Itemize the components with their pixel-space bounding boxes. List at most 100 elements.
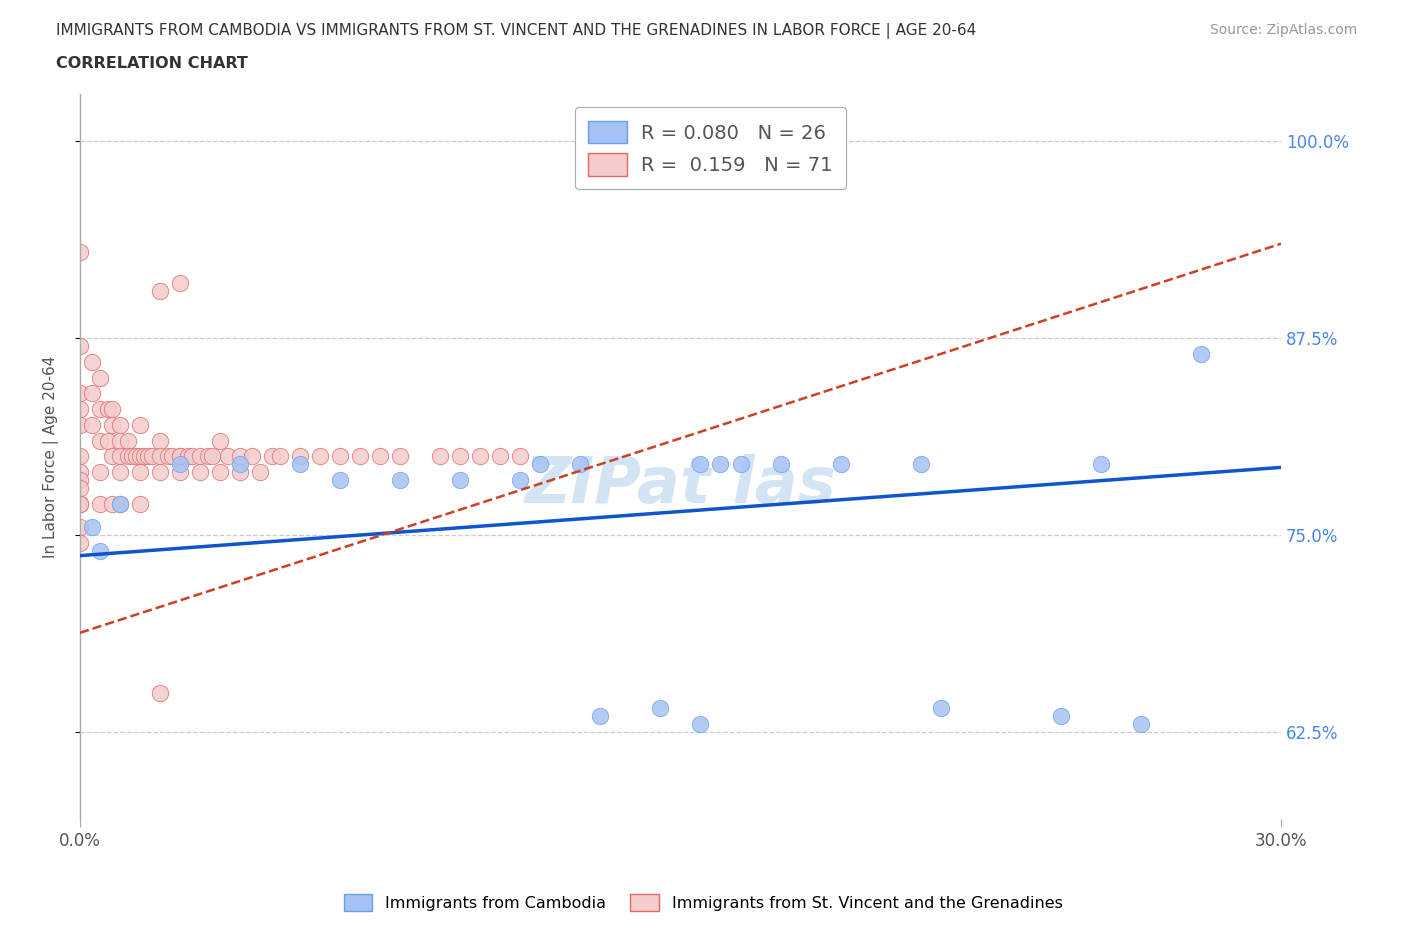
Point	[129, 497, 152, 512]
Point	[97, 402, 120, 417]
Point	[69, 497, 91, 512]
Point	[389, 449, 412, 464]
Point	[169, 449, 191, 464]
Point	[108, 497, 131, 512]
Legend: R = 0.080   N = 26, R =  0.159   N = 71: R = 0.080 N = 26, R = 0.159 N = 71	[575, 107, 846, 190]
Point	[177, 449, 200, 464]
Point	[288, 457, 311, 472]
Point	[650, 701, 672, 716]
Point	[188, 449, 211, 464]
Point	[689, 717, 711, 732]
Point	[489, 449, 512, 464]
Point	[329, 449, 352, 464]
Point	[69, 481, 91, 496]
Point	[217, 449, 239, 464]
Point	[209, 465, 232, 480]
Point	[69, 472, 91, 487]
Point	[108, 449, 131, 464]
Point	[117, 449, 139, 464]
Point	[125, 449, 148, 464]
Point	[309, 449, 332, 464]
Point	[108, 418, 131, 432]
Point	[181, 449, 204, 464]
Y-axis label: In Labor Force | Age 20-64: In Labor Force | Age 20-64	[44, 355, 59, 558]
Point	[121, 449, 143, 464]
Point	[209, 433, 232, 448]
Text: ZIPat las: ZIPat las	[524, 455, 837, 516]
Point	[1090, 457, 1112, 472]
Point	[449, 449, 471, 464]
Point	[89, 465, 111, 480]
Point	[89, 497, 111, 512]
Point	[262, 449, 284, 464]
Point	[80, 520, 103, 535]
Point	[69, 465, 91, 480]
Point	[169, 449, 191, 464]
Point	[288, 449, 311, 464]
Point	[229, 465, 252, 480]
Text: Source: ZipAtlas.com: Source: ZipAtlas.com	[1209, 23, 1357, 37]
Point	[160, 449, 183, 464]
Point	[101, 449, 124, 464]
Point	[188, 465, 211, 480]
Legend: Immigrants from Cambodia, Immigrants from St. Vincent and the Grenadines: Immigrants from Cambodia, Immigrants fro…	[337, 888, 1069, 917]
Point	[129, 465, 152, 480]
Point	[141, 449, 163, 464]
Point	[169, 275, 191, 290]
Point	[149, 433, 172, 448]
Point	[509, 449, 531, 464]
Point	[269, 449, 291, 464]
Point	[769, 457, 792, 472]
Point	[101, 418, 124, 432]
Point	[1049, 709, 1071, 724]
Point	[709, 457, 731, 472]
Point	[69, 520, 91, 535]
Point	[169, 457, 191, 472]
Point	[89, 543, 111, 558]
Point	[69, 339, 91, 353]
Point	[129, 449, 152, 464]
Point	[589, 709, 612, 724]
Point	[509, 472, 531, 487]
Point	[689, 457, 711, 472]
Point	[249, 465, 271, 480]
Point	[429, 449, 451, 464]
Point	[69, 536, 91, 551]
Point	[1189, 347, 1212, 362]
Point	[69, 497, 91, 512]
Point	[97, 433, 120, 448]
Point	[80, 354, 103, 369]
Point	[229, 457, 252, 472]
Point	[910, 457, 932, 472]
Point	[329, 472, 352, 487]
Point	[132, 449, 155, 464]
Point	[929, 701, 952, 716]
Point	[149, 284, 172, 299]
Point	[69, 402, 91, 417]
Point	[80, 386, 103, 401]
Point	[89, 402, 111, 417]
Point	[101, 402, 124, 417]
Point	[470, 449, 492, 464]
Point	[69, 386, 91, 401]
Point	[108, 497, 131, 512]
Point	[101, 497, 124, 512]
Point	[197, 449, 219, 464]
Point	[449, 472, 471, 487]
Point	[240, 449, 263, 464]
Point	[730, 457, 752, 472]
Point	[349, 449, 371, 464]
Point	[89, 433, 111, 448]
Point	[149, 685, 172, 700]
Point	[69, 245, 91, 259]
Point	[80, 418, 103, 432]
Point	[529, 457, 551, 472]
Point	[69, 449, 91, 464]
Text: IMMIGRANTS FROM CAMBODIA VS IMMIGRANTS FROM ST. VINCENT AND THE GRENADINES IN LA: IMMIGRANTS FROM CAMBODIA VS IMMIGRANTS F…	[56, 23, 977, 39]
Point	[69, 418, 91, 432]
Point	[129, 418, 152, 432]
Point	[389, 472, 412, 487]
Point	[1129, 717, 1152, 732]
Point	[157, 449, 180, 464]
Point	[368, 449, 391, 464]
